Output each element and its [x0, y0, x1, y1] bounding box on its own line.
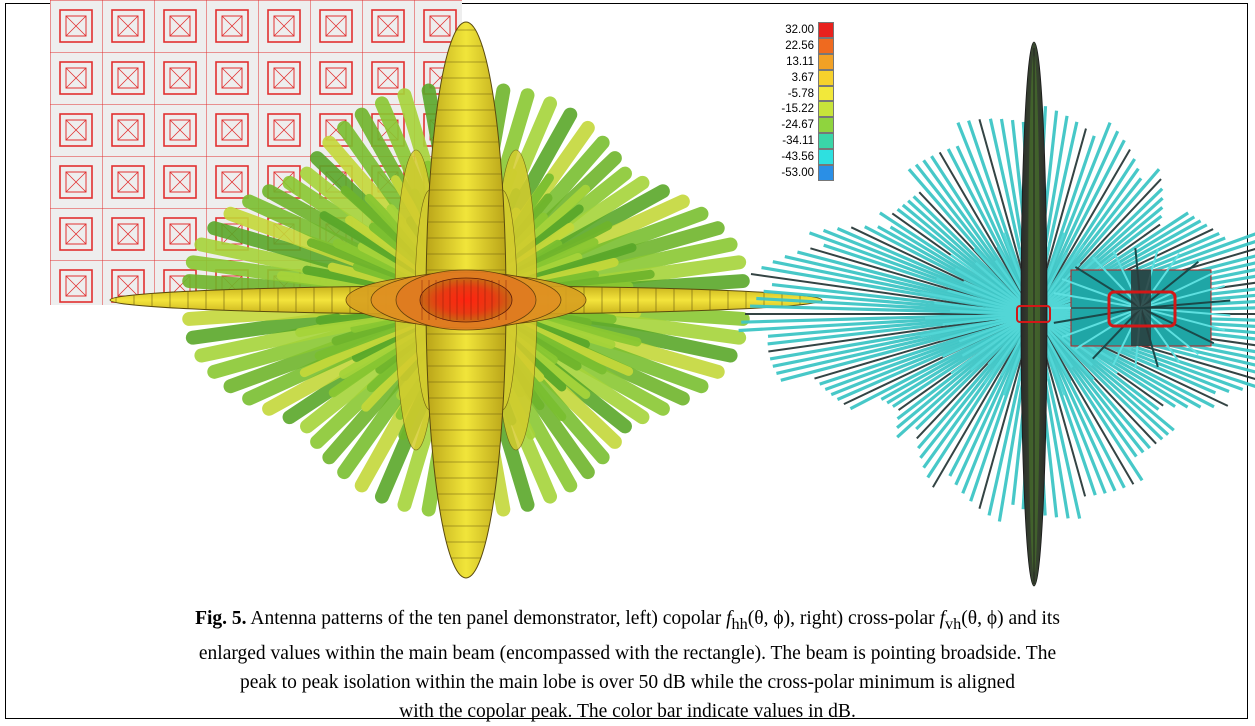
- colorbar-row: 22.56: [766, 37, 834, 54]
- colorbar-label: -5.78: [787, 87, 814, 100]
- colorbar: 32.00 22.56 13.11 3.67 -5.78 -15.22 -24.67 -34.…: [766, 22, 834, 181]
- crosspolar-inset: [1051, 248, 1231, 368]
- colorbar-row: 13.11: [766, 53, 834, 70]
- caption-text-3: (θ, ϕ) and its: [961, 608, 1060, 629]
- colorbar-row: 3.67: [766, 69, 834, 86]
- colorbar-swatch: [818, 22, 834, 38]
- colorbar-label: -34.11: [782, 135, 814, 148]
- colorbar-label: -15.22: [781, 103, 814, 116]
- colorbar-swatch: [818, 69, 834, 86]
- main-beam-rectangle: [1016, 305, 1051, 323]
- caption-text-2: (θ, ϕ), right) cross-polar: [747, 608, 940, 629]
- antenna-pattern-figure: [50, 0, 1255, 587]
- colorbar-swatch: [818, 37, 834, 54]
- colorbar-label: 13.11: [786, 55, 814, 68]
- colorbar-swatch: [818, 133, 834, 150]
- fvh-symbol: fvh: [939, 608, 962, 633]
- colorbar-row: -15.22: [766, 101, 834, 118]
- colorbar-swatch: [818, 53, 834, 70]
- figure-caption: Fig. 5. Antenna patterns of the ten pane…: [8, 604, 1247, 726]
- colorbar-swatch: [818, 117, 834, 134]
- colorbar-row: 32.00: [766, 22, 834, 38]
- colorbar-label: -53.00: [781, 166, 814, 179]
- colorbar-swatch: [818, 149, 834, 166]
- caption-line-3: peak to peak isolation within the main l…: [240, 671, 1015, 693]
- caption-line-2: enlarged values within the main beam (en…: [198, 642, 1057, 664]
- colorbar-row: -34.11: [766, 133, 834, 150]
- caption-text-1: Antenna patterns of the ten panel demons…: [246, 608, 727, 629]
- colorbar-label: -43.56: [781, 151, 814, 164]
- colorbar-label: -24.67: [781, 119, 814, 132]
- fhh-symbol: fhh: [726, 608, 748, 633]
- colorbar-row: -24.67: [766, 117, 834, 134]
- colorbar-swatch: [818, 85, 834, 102]
- caption-line-4: with the copolar peak. The color bar ind…: [399, 700, 856, 722]
- colorbar-swatch: [818, 165, 834, 181]
- colorbar-label: 32.00: [785, 23, 814, 36]
- colorbar-row: -5.78: [766, 85, 834, 102]
- colorbar-row: -43.56: [766, 149, 834, 166]
- copolar-pattern: [109, 21, 823, 579]
- colorbar-swatch: [818, 101, 834, 118]
- figure-label: Fig. 5.: [195, 608, 247, 629]
- colorbar-label: 22.56: [785, 39, 814, 52]
- colorbar-label: 3.67: [791, 71, 814, 84]
- colorbar-row: -53.00: [766, 165, 834, 181]
